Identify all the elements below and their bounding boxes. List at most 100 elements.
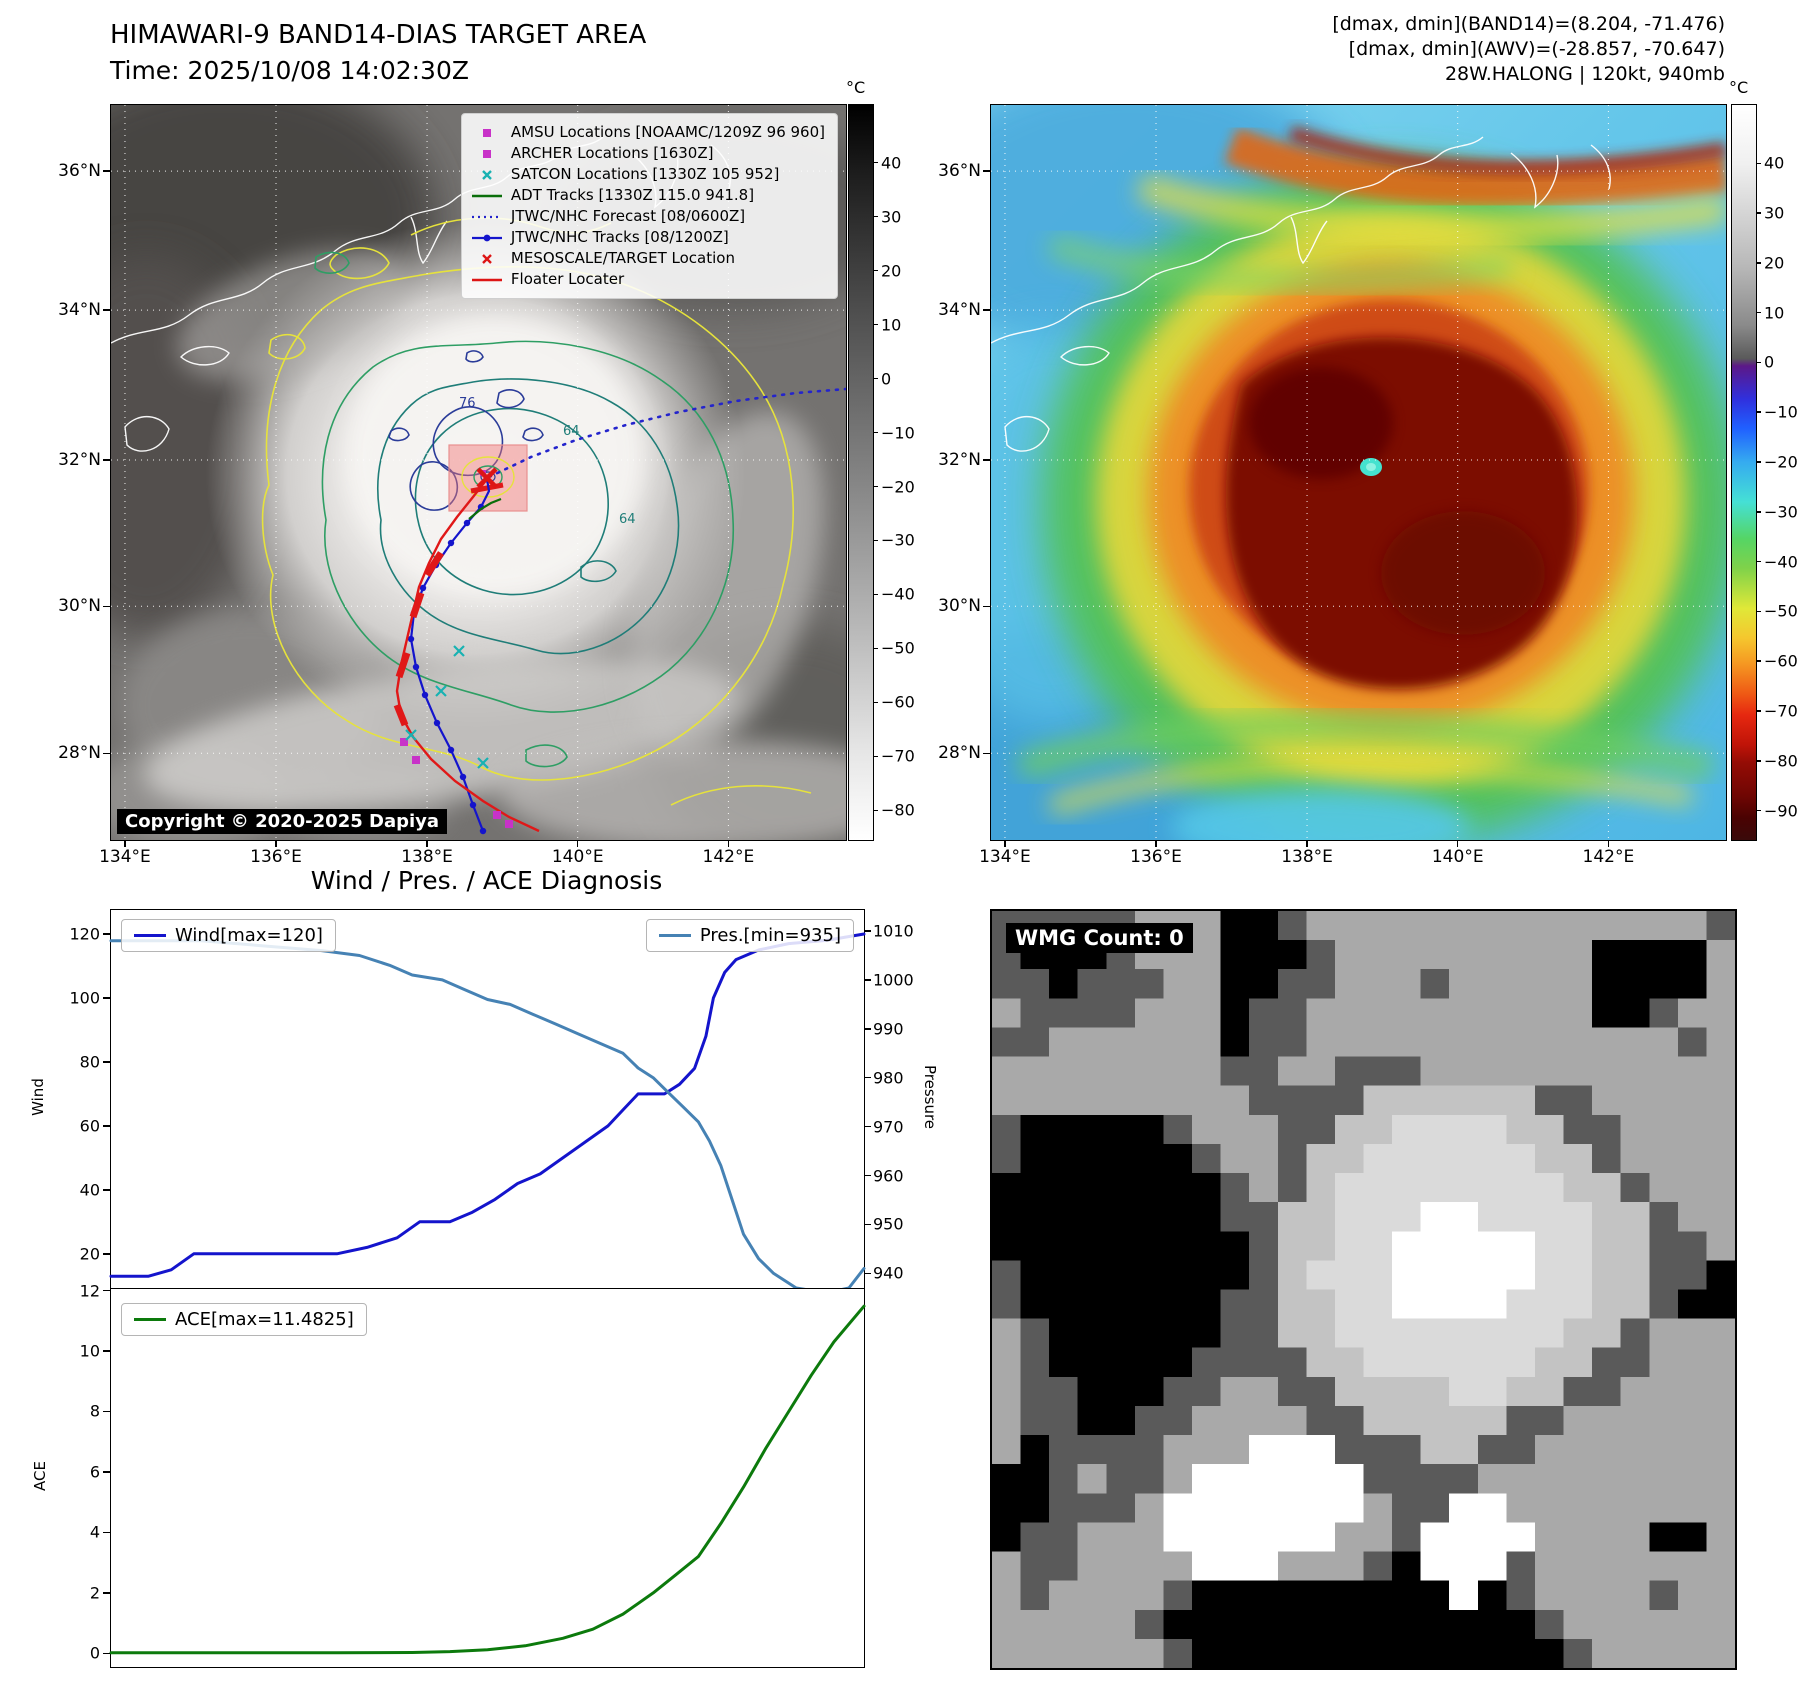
info-line-storm: 28W.HALONG | 120kt, 940mb <box>1444 63 1725 85</box>
y-tick-label: 30°N <box>58 596 101 617</box>
colorbar-tick-mark <box>873 431 878 434</box>
awv-colorbar: 40 30 20 10 0 −10 −20 −30 −40 −50 −60 −70 −80 −90 <box>1731 104 1797 841</box>
ace-tick-label: 4 <box>89 1522 100 1542</box>
line-dot-marker-icon <box>471 234 502 241</box>
pressure-tick-mark <box>864 1028 871 1030</box>
x-tick-mark <box>124 840 126 847</box>
x-tick-label: 142°E <box>702 847 755 867</box>
colorbar-tick-label: 30 <box>1764 203 1785 223</box>
x-tick-mark <box>1306 840 1308 847</box>
wind-legend-label: Wind[max=120] <box>175 925 323 946</box>
y-tick-mark <box>103 459 110 461</box>
y-tick-label: 28°N <box>58 743 101 764</box>
awv-map-panel: 134°E 136°E 138°E 140°E 142°E 36°N 34°N 32°N 30°… <box>938 104 1727 867</box>
colorbar-tick-mark <box>873 593 878 596</box>
x-tick-mark <box>275 840 277 847</box>
ace-tick-label: 6 <box>89 1462 100 1482</box>
colorbar-tick-mark <box>873 485 878 488</box>
ace-chart: ACE[max=11.4825] 0 2 4 6 8 10 12 <box>80 1281 866 1668</box>
wind-tick-mark <box>103 933 110 935</box>
ace-line-sample-icon <box>134 1318 166 1321</box>
ace-tick-label: 10 <box>79 1341 100 1361</box>
ace-axis-label: ACE <box>31 1461 49 1491</box>
ace-tick-label: 2 <box>89 1583 100 1603</box>
ace-legend: ACE[max=11.4825] <box>121 1303 367 1336</box>
legend-item: MESOSCALE/TARGET Location <box>470 248 825 269</box>
x-tick-label: 134°E <box>99 847 151 867</box>
colorbar-tick-label: 10 <box>881 315 902 335</box>
colorbar-tick-mark <box>1756 411 1761 413</box>
legend-item: ADT Tracks [1330Z 115.0 941.8] <box>470 185 825 206</box>
jtwc-track-points <box>407 503 487 835</box>
y-tick-mark <box>103 605 110 608</box>
colorbar-tick-mark <box>1756 461 1761 463</box>
wind-tick-label: 80 <box>79 1052 100 1072</box>
x-tick-mark <box>1155 840 1157 847</box>
pressure-tick-mark <box>864 1174 871 1177</box>
legend-item: JTWC/NHC Forecast [08/0600Z] <box>470 206 825 227</box>
colorbar-tick-mark <box>1756 361 1761 364</box>
y-tick-mark <box>103 309 110 311</box>
colorbar-tick-label: −10 <box>881 423 915 443</box>
ace-tick-mark <box>103 1471 110 1473</box>
wind-tick-mark <box>103 1125 110 1127</box>
colorbar-tick-mark <box>1756 511 1761 513</box>
wind-tick-label: 40 <box>79 1180 100 1200</box>
legend-label: JTWC/NHC Tracks [08/1200Z] <box>510 228 729 246</box>
y-tick-mark <box>983 459 990 461</box>
colorbar-tick-label: −20 <box>1764 452 1797 472</box>
colorbar-tick-label: 10 <box>1764 303 1785 323</box>
colorbar-tick-label: −60 <box>881 692 915 712</box>
y-tick-mark <box>983 309 990 311</box>
colorbar-tick-mark <box>1756 212 1761 214</box>
x-tick-mark <box>1607 840 1610 847</box>
colorbar-tick-label: −80 <box>881 800 915 820</box>
y-tick-label: 30°N <box>938 596 981 617</box>
pressure-tick-label: 940 <box>873 1263 904 1283</box>
ace-tick-label: 8 <box>89 1401 100 1421</box>
dotted-marker-icon <box>471 215 502 218</box>
awv-satellite-image <box>991 105 1726 840</box>
colorbar-tick-mark <box>1756 610 1761 613</box>
y-tick-label: 32°N <box>58 450 101 470</box>
x-tick-label: 140°E <box>551 847 604 867</box>
colorbar-tick-mark <box>873 215 878 218</box>
ace-tick-label: 12 <box>79 1281 100 1300</box>
map-legend: AMSU Locations [NOAAMC/1209Z 96 960] ARCH… <box>460 113 838 299</box>
legend-item: JTWC/NHC Tracks [08/1200Z] <box>470 227 825 248</box>
satcon-markers <box>405 645 489 769</box>
wind-tick-label: 60 <box>79 1116 100 1136</box>
colorbar-tick-mark <box>873 269 878 272</box>
ace-tick-mark <box>103 1410 110 1413</box>
x-tick-mark <box>1456 840 1459 847</box>
y-tick-mark <box>103 170 110 172</box>
pressure-tick-mark <box>864 979 871 981</box>
contour-label: 64 <box>563 424 580 439</box>
pressure-axis-label: Pressure <box>921 1064 939 1130</box>
legend-label: ARCHER Locations [1630Z] <box>510 144 714 162</box>
x-tick-mark <box>426 840 428 847</box>
info-line-band14: [dmax, dmin](BAND14)=(8.204, -71.476) <box>1332 13 1725 35</box>
diagnosis-title: Wind / Pres. / ACE Diagnosis <box>310 866 663 895</box>
wind-pressure-chart: Wind[max=120] Pres.[min=935] 20 40 60 80 100… <box>69 909 914 1295</box>
wind-legend: Wind[max=120] <box>121 919 336 952</box>
ace-plot-area <box>109 1304 866 1655</box>
colorbar-tick-label: −90 <box>1764 801 1797 821</box>
pressure-tick-label: 950 <box>873 1214 904 1234</box>
x-tick-mark <box>727 840 730 847</box>
legend-item: ARCHER Locations [1630Z] <box>470 143 825 164</box>
y-tick-label: 32°N <box>938 450 981 470</box>
latlon-grid <box>111 105 846 840</box>
wind-tick-mark <box>103 1253 110 1255</box>
x-tick-label: 138°E <box>401 847 453 867</box>
y-tick-mark <box>983 170 990 172</box>
target-x-marker <box>476 467 498 489</box>
pressure-tick-label: 1000 <box>873 970 914 990</box>
ace-tick-mark <box>103 1652 110 1655</box>
colorbar-tick-mark <box>1756 809 1761 812</box>
series-line-Pres.[min=935] <box>109 939 866 1295</box>
adt-track-line <box>468 497 502 520</box>
colorbar-tick-mark <box>1756 560 1761 563</box>
y-tick-label: 28°N <box>938 743 981 764</box>
colorbar-tick-mark <box>873 539 878 542</box>
